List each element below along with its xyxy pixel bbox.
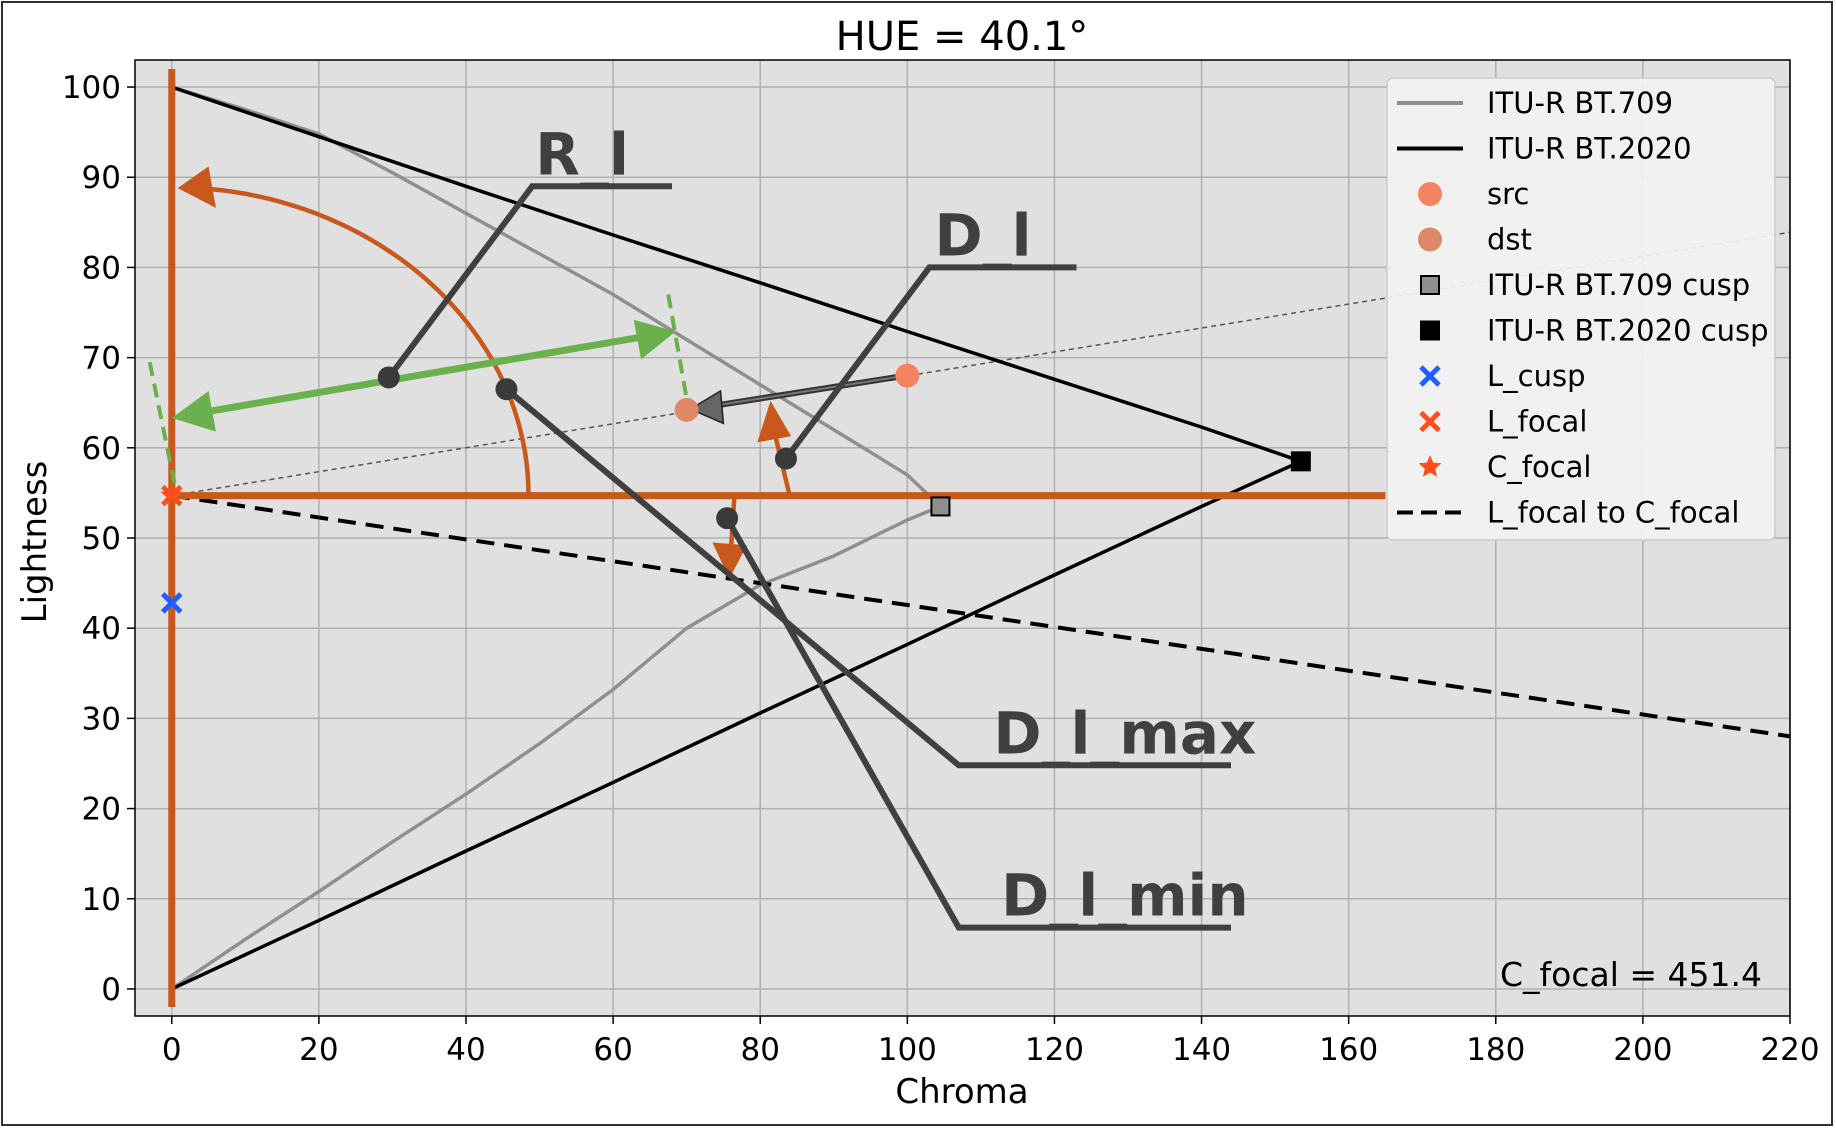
- legend-itu-r-bt-2020-cusp: ITU-R BT.2020 cusp: [1420, 314, 1769, 348]
- annotations: R_l D_l D_l_max D_l_min: [377, 120, 1256, 931]
- y-tick-label: 40: [82, 611, 121, 647]
- legend-src: src: [1418, 177, 1529, 211]
- x-tick-label: 100: [878, 1032, 937, 1068]
- ticks: 0 20 40 60 80 100 120 140 160 180 200 220 0 10 20 30 40 5…: [62, 70, 1820, 1068]
- annotation-line-d-l: [783, 264, 1077, 461]
- green-dashed-right: [666, 294, 691, 408]
- y-tick-label: 50: [82, 521, 121, 557]
- annotation-dot-d-l-max: [495, 378, 518, 401]
- x-tick-label: 80: [740, 1032, 779, 1068]
- green-arrowhead-right: [633, 319, 676, 360]
- annotation-label-d-l-max: D_l_max: [993, 699, 1256, 767]
- x-tick-label: 20: [299, 1032, 338, 1068]
- legend-l-focal-to-c-focal: L_focal to C_focal: [1397, 496, 1739, 530]
- dotted-ray: [171, 231, 1790, 497]
- legend-itu-r-bt-709-cusp: ITU-R BT.709 cusp: [1420, 268, 1750, 302]
- dotted-ray-line: [171, 231, 1790, 497]
- green-arrowhead-left: [171, 390, 216, 432]
- annotation-dot-r-l: [377, 366, 400, 389]
- marker-l-cusp: [161, 592, 183, 614]
- c-focal-text: C_focal = 451.4: [1500, 955, 1762, 994]
- y-tick-label: 0: [101, 972, 121, 1008]
- green-guides: [147, 294, 691, 489]
- legend-itu-r-bt-2020: ITU-R BT.2020: [1397, 132, 1692, 166]
- legend: ITU-R BT.709 ITU-R BT.2020 src dst ITU-R BT.…: [1386, 77, 1776, 541]
- markers: [160, 363, 1311, 614]
- series-itu-r-bt-709: [170, 85, 944, 991]
- y-tick-label: 10: [82, 882, 121, 918]
- x-axis-label: Chroma: [895, 1072, 1028, 1112]
- legend-label: src: [1487, 177, 1529, 211]
- annotation-line-d-l-max: [504, 386, 1231, 769]
- y-tick-label: 20: [82, 792, 121, 828]
- legend-dst: dst: [1418, 223, 1532, 257]
- y-tick-label: 80: [82, 250, 121, 286]
- x-tick-label: 40: [446, 1032, 485, 1068]
- marker-dst: [674, 397, 699, 422]
- x-tick-label: 140: [1172, 1032, 1231, 1068]
- d-l-max-arrowhead: [757, 400, 792, 443]
- legend-c-focal: C_focal: [1418, 450, 1591, 484]
- x-tick-label: 180: [1466, 1032, 1525, 1068]
- legend-label: ITU-R BT.2020 cusp: [1487, 314, 1769, 348]
- y-tick-label: 90: [82, 160, 121, 196]
- y-tick-label: 60: [82, 431, 121, 467]
- legend-label: dst: [1487, 223, 1532, 257]
- green-double-arrow-line: [200, 333, 644, 417]
- x-tick-label: 60: [593, 1032, 632, 1068]
- marker-itu-r-bt-709-cusp: [930, 496, 951, 517]
- annotation-label-d-l: D_l: [934, 201, 1031, 269]
- legend-label: L_cusp: [1487, 359, 1586, 393]
- legend-label: L_focal to C_focal: [1487, 496, 1739, 530]
- legend-box: [1386, 77, 1776, 541]
- x-tick-label: 0: [162, 1032, 182, 1068]
- y-tick-label: 30: [82, 701, 121, 737]
- legend-label: ITU-R BT.709 cusp: [1487, 268, 1750, 302]
- y-tick-label: 100: [62, 70, 121, 106]
- legend-label: L_focal: [1487, 405, 1587, 439]
- marker-itu-r-bt-2020-cusp: [1290, 451, 1311, 472]
- legend-label: ITU-R BT.709: [1487, 86, 1673, 120]
- marker-src: [895, 363, 920, 388]
- legend-label: C_focal: [1487, 450, 1591, 484]
- annotation-dot-d-l: [774, 447, 797, 470]
- legend-l-cusp: L_cusp: [1419, 359, 1586, 393]
- src-to-dst-arrow-inner: [715, 375, 901, 407]
- r-l-arc: [196, 185, 531, 496]
- annotation-line-d-l-min: [724, 516, 1231, 931]
- marker-c-focal: [160, 483, 184, 506]
- x-tick-label: 200: [1613, 1032, 1672, 1068]
- annotation-label-d-l-min: D_l_min: [1001, 862, 1249, 930]
- legend-itu-r-bt-709: ITU-R BT.709: [1397, 86, 1673, 120]
- x-tick-label: 160: [1319, 1032, 1378, 1068]
- d-l-min-arrowhead: [712, 542, 747, 579]
- legend-label: ITU-R BT.2020: [1487, 132, 1692, 166]
- y-axis-label: Lightness: [15, 461, 55, 624]
- legend-l-focal: L_focal: [1419, 405, 1587, 439]
- annotation-label-r-l: R_l: [535, 120, 629, 188]
- chart-title: HUE = 40.1°: [836, 14, 1089, 60]
- annotation-dot-d-l-min: [716, 507, 739, 530]
- r-l-arc-arrowhead: [177, 166, 216, 208]
- x-tick-label: 220: [1760, 1032, 1819, 1068]
- annotation-line-r-l: [386, 183, 672, 380]
- series-l-focal-to-c-focal: [171, 493, 1790, 739]
- y-tick-label: 70: [82, 341, 121, 377]
- src-to-dst-arrowhead: [688, 389, 725, 425]
- x-tick-label: 120: [1025, 1032, 1084, 1068]
